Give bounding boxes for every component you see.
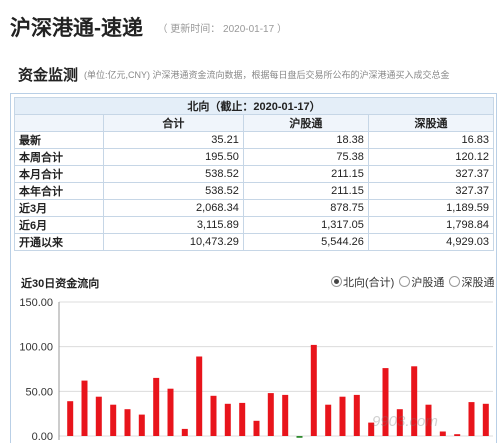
y-tick-label: 50.00 <box>25 386 53 398</box>
section-title: 资金监测 <box>18 67 79 84</box>
radio-selected-icon <box>331 276 342 287</box>
bar[interactable] <box>353 394 360 436</box>
bar[interactable] <box>439 431 446 437</box>
northbound-flow-table: 北向（截止：2020-01-17） 合计 沪股通 深股通 最新 35.21 18… <box>14 97 495 251</box>
radio-unselected-icon <box>399 276 411 287</box>
cell-total: 195.50 <box>103 148 244 166</box>
table-row: 近6月 3,115.89 1,317.05 1,798.84 <box>14 216 495 234</box>
radio-unselected-icon <box>449 276 461 287</box>
cell-total: 538.52 <box>103 182 244 200</box>
bar[interactable] <box>325 404 332 436</box>
cell-sh: 75.38 <box>242 148 369 166</box>
bar[interactable] <box>138 414 145 436</box>
chart-title: 近30日资金流向 <box>21 278 100 290</box>
bar[interactable] <box>267 393 274 436</box>
cell-total: 35.21 <box>103 131 244 149</box>
bar[interactable] <box>167 388 174 436</box>
bar[interactable] <box>110 404 117 436</box>
table-caption: 北向（截止：2020-01-17） <box>14 97 494 115</box>
table-row: 本月合计 538.52 211.15 327.37 <box>14 165 495 183</box>
radio-label: 深股通 <box>461 277 495 289</box>
radio-north-total[interactable]: 北向(合计) <box>331 274 394 290</box>
bar[interactable] <box>396 409 403 436</box>
y-tick-label: 150.00 <box>19 297 53 309</box>
table-header-row: 合计 沪股通 深股通 <box>14 114 495 132</box>
cell-sz: 16.83 <box>367 131 495 149</box>
bar[interactable] <box>454 434 461 436</box>
header-sz: 深股通 <box>367 114 495 132</box>
fund-monitor-panel: 北向（截止：2020-01-17） 合计 沪股通 深股通 最新 35.21 18… <box>10 93 497 443</box>
cell-total: 10,473.29 <box>103 233 244 251</box>
series-selector: 北向(合计) 沪股通 深股通 <box>329 274 494 290</box>
bar[interactable] <box>67 401 74 436</box>
cell-total: 3,115.89 <box>103 216 244 234</box>
update-time: （ 更新时间： 2020-01-17 ） <box>157 23 287 35</box>
radio-shanghai-connect[interactable]: 沪股通 <box>399 274 444 290</box>
row-label: 开通以来 <box>14 233 104 251</box>
flow-bar-chart: 150.00 100.00 50.00 0.00 <box>19 297 493 443</box>
row-label: 近6月 <box>14 216 104 234</box>
cell-sh: 878.75 <box>242 199 369 217</box>
bar[interactable] <box>210 395 217 436</box>
cell-sh: 5,544.26 <box>242 233 369 251</box>
header-sh: 沪股通 <box>242 114 369 132</box>
header-blank <box>14 114 104 132</box>
bar[interactable] <box>310 344 317 436</box>
page-title: 沪深港通-速递 <box>10 17 143 40</box>
section-description: (单位:亿元,CNY) 沪深港通资金流向数据，根据每日盘后交易所公布的沪深港通买… <box>84 70 450 80</box>
cell-sh: 211.15 <box>242 182 369 200</box>
bar[interactable] <box>282 394 289 436</box>
cell-sz: 4,929.03 <box>367 233 495 251</box>
bar[interactable] <box>368 422 375 436</box>
bar[interactable] <box>253 420 260 436</box>
section-header: 资金监测 (单位:亿元,CNY) 沪深港通资金流向数据，根据每日盘后交易所公布的… <box>0 60 500 86</box>
bar[interactable] <box>81 380 88 436</box>
table-caption-row: 北向（截止：2020-01-17） <box>14 97 494 115</box>
cell-sz: 327.37 <box>367 165 495 183</box>
watermark: 9903.com <box>372 413 438 430</box>
cell-sz: 1,798.84 <box>367 216 495 234</box>
row-label: 本月合计 <box>14 165 104 183</box>
y-tick-label: 100.00 <box>19 342 53 354</box>
cell-sz: 327.37 <box>367 182 495 200</box>
cell-sh: 18.38 <box>242 131 369 149</box>
bar[interactable] <box>124 409 131 436</box>
bar[interactable] <box>224 403 231 436</box>
bar[interactable] <box>196 356 203 437</box>
radio-label: 北向(合计) <box>343 277 395 289</box>
table-row: 最新 35.21 18.38 16.83 <box>14 131 495 149</box>
cell-total: 538.52 <box>103 165 244 183</box>
cell-sh: 211.15 <box>242 165 369 183</box>
radio-label: 沪股通 <box>411 277 445 289</box>
bar[interactable] <box>339 396 346 436</box>
bar[interactable] <box>482 403 489 436</box>
cell-total: 2,068.34 <box>103 199 244 217</box>
bar[interactable] <box>181 428 188 436</box>
table-row: 本周合计 195.50 75.38 120.12 <box>14 148 495 166</box>
bar[interactable] <box>382 368 389 436</box>
bar[interactable] <box>411 366 418 436</box>
page-header: 沪深港通-速递 （ 更新时间： 2020-01-17 ） <box>10 12 287 46</box>
cell-sz: 1,189.59 <box>367 199 495 217</box>
bar[interactable] <box>153 377 160 436</box>
table-row: 近3月 2,068.34 878.75 1,189.59 <box>14 199 495 217</box>
bar[interactable] <box>239 402 246 436</box>
bar[interactable] <box>425 404 432 436</box>
cell-sz: 120.12 <box>367 148 495 166</box>
row-label: 近3月 <box>14 199 104 217</box>
bar[interactable] <box>468 402 475 436</box>
row-label: 本年合计 <box>14 182 104 200</box>
cell-sh: 1,317.05 <box>242 216 369 234</box>
radio-shenzhen-connect[interactable]: 深股通 <box>449 274 494 290</box>
row-label: 最新 <box>14 131 104 149</box>
bar[interactable] <box>95 396 102 436</box>
table-row: 本年合计 538.52 211.15 327.37 <box>14 182 495 200</box>
bar[interactable] <box>296 436 303 438</box>
header-total: 合计 <box>103 114 244 132</box>
row-label: 本周合计 <box>14 148 104 166</box>
table-row: 开通以来 10,473.29 5,544.26 4,929.03 <box>14 233 495 251</box>
y-tick-label: 0.00 <box>32 431 53 443</box>
